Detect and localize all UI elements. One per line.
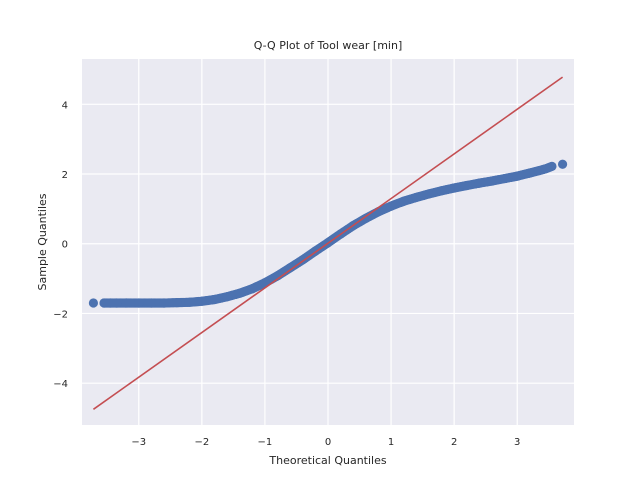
x-tick-label: 3 (514, 437, 520, 448)
sample-point (159, 298, 169, 308)
sample-point (474, 178, 484, 188)
y-tick-label: −2 (53, 309, 68, 320)
sample-point (500, 173, 510, 184)
sample-point (285, 263, 295, 273)
sample-point (172, 298, 182, 308)
x-tick-label: −2 (194, 437, 209, 448)
sample-point (512, 171, 522, 181)
sample-point (112, 298, 122, 308)
tick-labels: −3 −2 −1 0 1 2 3 −4 −2 0 2 4 (53, 100, 520, 448)
sample-point (386, 201, 396, 211)
y-tick-label: −4 (53, 379, 68, 390)
y-tick-label: 0 (62, 240, 68, 251)
sample-point (557, 159, 568, 169)
y-tick-label: 4 (62, 100, 68, 111)
sample-point (247, 284, 257, 294)
sample-point (105, 298, 115, 308)
sample-point (99, 298, 109, 308)
sample-point (411, 192, 421, 202)
sample-point (399, 196, 409, 206)
sample-point (146, 298, 156, 308)
sample-point (121, 298, 131, 308)
sample-point (449, 183, 459, 193)
sample-point (547, 161, 557, 171)
x-tick-label: −1 (258, 437, 273, 448)
sample-point (134, 298, 144, 308)
y-axis-label: Sample Quantiles (36, 193, 49, 290)
sample-point (436, 186, 447, 196)
x-tick-label: 0 (325, 437, 331, 448)
sample-point (361, 213, 371, 223)
sample-point (487, 176, 497, 186)
y-tick-label: 2 (62, 170, 68, 181)
sample-point (260, 278, 270, 288)
x-tick-label: 2 (451, 437, 457, 448)
chart-title: Q-Q Plot of Tool wear [min] (254, 39, 403, 52)
sample-point (88, 298, 99, 308)
sample-point (462, 180, 472, 191)
x-tick-label: −3 (131, 437, 146, 448)
sample-point (197, 296, 207, 306)
sample-point (235, 288, 245, 298)
x-tick-label: 1 (388, 437, 394, 448)
sample-points (88, 159, 568, 308)
x-axis-label: Theoretical Quantiles (268, 454, 386, 467)
sample-point (424, 189, 434, 199)
sample-point (184, 297, 194, 307)
sample-point (222, 292, 232, 302)
sample-point (209, 294, 220, 305)
reference-line (92, 76, 564, 410)
sample-point (525, 168, 535, 178)
